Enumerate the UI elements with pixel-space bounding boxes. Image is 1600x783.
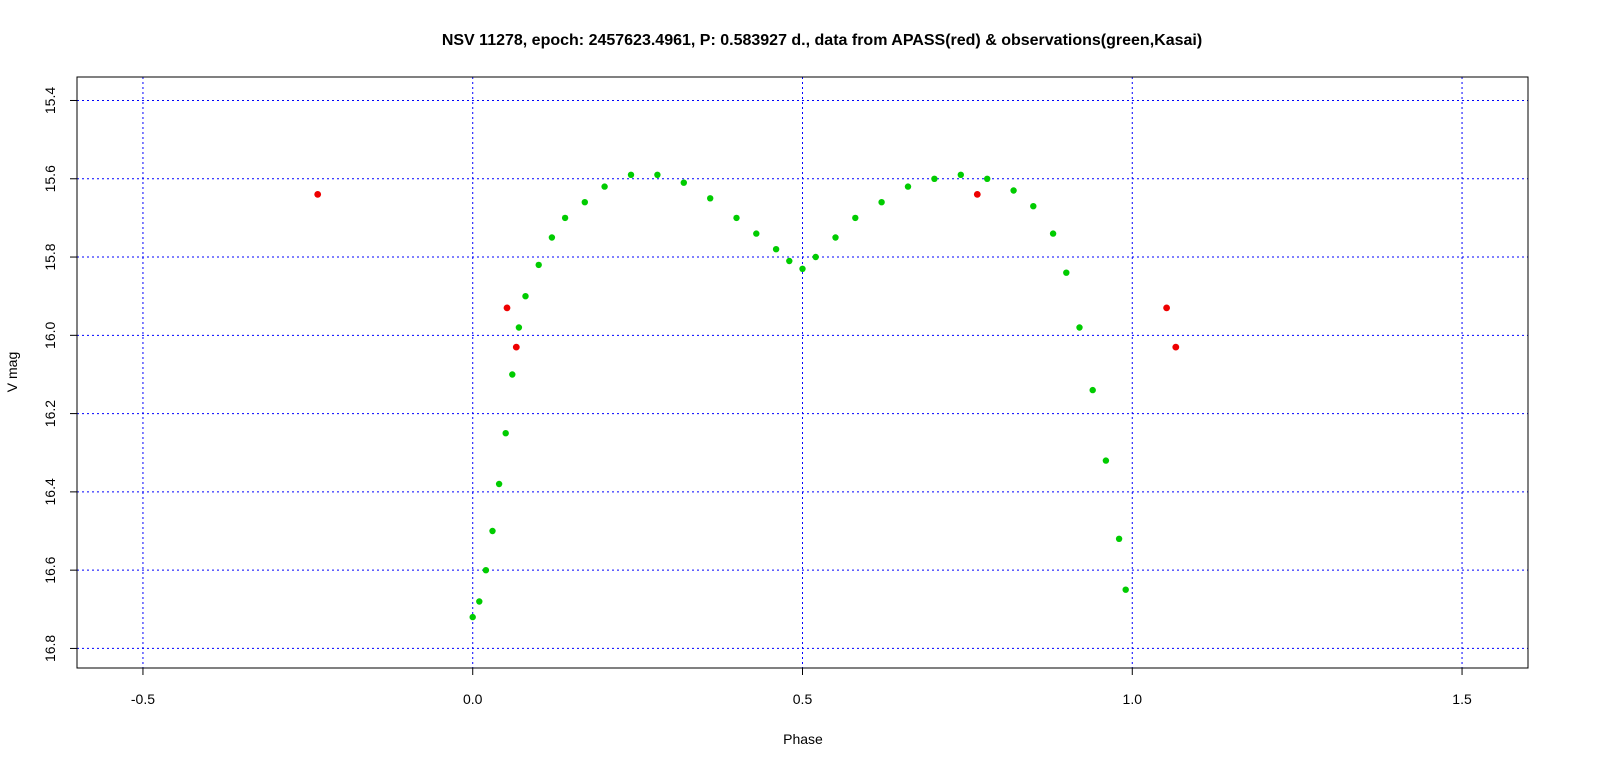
observation-point	[680, 179, 687, 186]
observation-point	[984, 175, 991, 182]
observation-point	[733, 214, 740, 222]
x-tick-label: 1.0	[1123, 691, 1143, 707]
observation-point	[509, 371, 516, 378]
y-tick-label: 15.8	[42, 243, 58, 270]
observation-point	[878, 199, 885, 206]
observation-point	[601, 183, 608, 190]
apass-point	[1163, 304, 1170, 312]
observation-point	[772, 246, 780, 253]
y-tick-label: 16.0	[42, 321, 58, 348]
observation-point	[957, 171, 964, 178]
observation-point	[1089, 386, 1096, 394]
observation-point	[931, 175, 938, 182]
axis-ticks: -0.5 0.0 0.5 1.0 1.5 15.4 15.6 15.8 16.0 16.2 16.4…	[42, 87, 1472, 707]
observation-point	[786, 257, 793, 265]
x-tick-label: 1.5	[1452, 691, 1472, 707]
observation-point	[1102, 457, 1110, 464]
y-tick-label: 16.4	[42, 478, 58, 505]
y-axis-label: V mag	[4, 352, 20, 392]
observation-point	[515, 324, 523, 331]
observation-point	[1030, 203, 1037, 210]
x-tick-label: 0.5	[793, 691, 813, 707]
x-tick-label: -0.5	[131, 691, 155, 707]
observation-point	[561, 214, 569, 222]
y-tick-label: 16.2	[42, 400, 58, 427]
observation-point	[535, 261, 542, 269]
y-tick-label: 16.8	[42, 635, 58, 662]
grid-lines	[77, 77, 1528, 668]
apass-point	[1172, 343, 1180, 351]
observation-point	[707, 195, 714, 202]
y-tick-label: 16.6	[42, 556, 58, 583]
observation-point	[832, 234, 839, 241]
observation-point	[799, 265, 806, 272]
chart-title: NSV 11278, epoch: 2457623.4961, P: 0.583…	[442, 32, 1202, 49]
y-tick-label: 15.6	[42, 165, 58, 192]
observation-point	[482, 567, 490, 574]
x-tick-label: 0.0	[463, 691, 483, 707]
observation-point	[548, 234, 556, 241]
apass-point	[973, 191, 981, 198]
apass-point	[512, 343, 520, 351]
observation-point	[489, 527, 496, 535]
observation-point	[581, 199, 588, 206]
observation-point	[1049, 230, 1057, 237]
x-axis-label: Phase	[783, 731, 823, 747]
observation-point	[522, 293, 529, 300]
observation-point	[1063, 269, 1070, 276]
apass-point	[503, 304, 511, 312]
observation-point	[627, 171, 635, 178]
observation-point	[904, 183, 912, 190]
observation-point	[1076, 324, 1083, 331]
observation-point	[1122, 586, 1129, 593]
observation-point	[476, 598, 483, 605]
observation-point	[812, 253, 819, 261]
observation-point	[654, 171, 661, 178]
observation-point	[852, 214, 859, 222]
observation-point	[469, 613, 476, 621]
y-tick-label: 15.4	[42, 87, 58, 114]
observation-point	[502, 430, 509, 437]
observation-point	[753, 230, 760, 237]
data-points	[314, 171, 1180, 621]
observation-point	[1010, 187, 1017, 194]
observation-point	[1115, 535, 1123, 542]
observation-point	[495, 480, 503, 488]
apass-point	[314, 191, 322, 198]
